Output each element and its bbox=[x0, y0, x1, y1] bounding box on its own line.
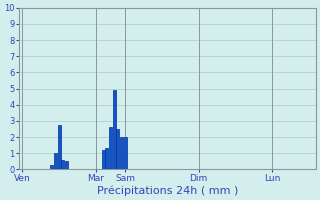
Bar bbox=[105, 148, 108, 169]
X-axis label: Précipitations 24h ( mm ): Précipitations 24h ( mm ) bbox=[97, 185, 238, 196]
Bar bbox=[65, 161, 68, 169]
Bar bbox=[120, 137, 123, 169]
Bar bbox=[124, 137, 127, 169]
Bar bbox=[50, 165, 53, 169]
Bar bbox=[58, 125, 61, 169]
Bar bbox=[109, 127, 112, 169]
Bar bbox=[113, 90, 116, 169]
Bar bbox=[101, 150, 105, 169]
Bar bbox=[116, 129, 119, 169]
Bar bbox=[54, 153, 57, 169]
Bar bbox=[61, 160, 65, 169]
